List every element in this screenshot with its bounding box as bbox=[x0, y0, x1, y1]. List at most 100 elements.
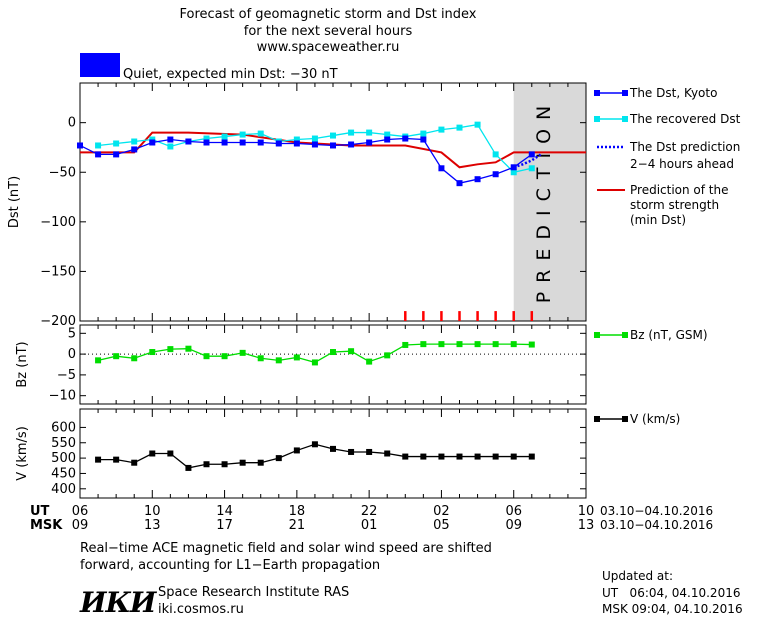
dst-axis-ytick-label: −100 bbox=[40, 215, 76, 230]
v-series-point bbox=[420, 453, 427, 460]
dst-kyoto-series-point bbox=[185, 138, 192, 145]
recovered-series-point bbox=[420, 130, 427, 137]
dst-kyoto-series-point bbox=[438, 165, 445, 172]
msk-tick-label: 09 bbox=[72, 518, 89, 533]
dst-axis-ytick-label: −50 bbox=[49, 165, 76, 180]
msk-tick-label: 01 bbox=[361, 518, 378, 533]
recovered-series-point bbox=[203, 135, 210, 142]
v-series-point bbox=[510, 453, 517, 460]
v-series-point bbox=[474, 453, 481, 460]
bz-series-point bbox=[149, 349, 156, 356]
legend-strength: Prediction of the storm strength (min Ds… bbox=[597, 183, 729, 227]
dst-kyoto-series-point bbox=[402, 135, 409, 142]
legend-dst-kyoto: The Dst, Kyoto bbox=[594, 86, 717, 100]
ut-tick-label: 02 bbox=[433, 504, 450, 519]
bz-series-point bbox=[510, 341, 517, 348]
site-url: www.spaceweather.ru bbox=[257, 40, 400, 55]
recovered-series-point bbox=[330, 132, 336, 139]
v-series-point bbox=[203, 461, 210, 468]
recovered-series-point bbox=[221, 133, 228, 140]
recovered-series-point bbox=[438, 126, 445, 133]
dst-kyoto-series-line bbox=[79, 137, 533, 184]
legend-prediction-label2: 2−4 hours ahead bbox=[630, 157, 734, 171]
recovered-series-point bbox=[167, 143, 174, 150]
legend-strength-label1: Prediction of the bbox=[630, 183, 729, 197]
v-series-point bbox=[366, 448, 373, 455]
ut-axis-label: UT bbox=[30, 504, 50, 519]
recovered-series-point bbox=[384, 131, 391, 138]
dst-kyoto-series-point bbox=[95, 151, 102, 158]
updated-ut: UT 06:04, 04.10.2016 bbox=[602, 586, 740, 600]
bz-axis-ytick-label: −5 bbox=[57, 368, 76, 383]
bz-series-point bbox=[492, 341, 499, 348]
recovered-series-point bbox=[510, 169, 517, 176]
dst-kyoto-series-point bbox=[77, 142, 83, 149]
institute-url: iki.cosmos.ru bbox=[158, 602, 244, 617]
dst-kyoto-series-point bbox=[528, 151, 535, 158]
bz-series-point bbox=[221, 353, 228, 360]
ut-tick-label: 10 bbox=[144, 504, 161, 519]
bz-axis-ytick-label: −10 bbox=[49, 389, 76, 404]
dst-kyoto-series-point bbox=[474, 176, 481, 183]
bz-series-point bbox=[474, 341, 481, 348]
recovered-series-point bbox=[95, 142, 102, 149]
legend-prediction: The Dst prediction 2−4 hours ahead bbox=[597, 140, 740, 171]
dst-kyoto-series-point bbox=[275, 140, 282, 147]
bz-series-point bbox=[293, 354, 300, 361]
msk-tick-label: 09 bbox=[505, 518, 522, 533]
v-axis-ytick-label: 400 bbox=[51, 482, 76, 497]
dst-kyoto-series-point bbox=[113, 151, 120, 158]
recovered-series-point bbox=[348, 129, 355, 136]
bz-series-point bbox=[275, 357, 282, 364]
v-series-point bbox=[167, 450, 174, 457]
msk-date-range: 03.10−04.10.2016 bbox=[600, 518, 713, 532]
bz-axis-ytick-label: 5 bbox=[68, 326, 76, 341]
prediction-region bbox=[513, 83, 586, 321]
recovered-series-point bbox=[492, 151, 499, 158]
dst-kyoto-series-point bbox=[293, 140, 300, 147]
strength-series-line bbox=[80, 131, 586, 169]
legend-strength-label2: storm strength bbox=[630, 198, 719, 212]
v-series-point bbox=[348, 448, 355, 455]
ut-tick-label: 06 bbox=[505, 504, 522, 519]
v-series-point bbox=[149, 450, 156, 457]
v-series-point bbox=[239, 459, 246, 466]
v-axis-ytick-label: 600 bbox=[51, 420, 76, 435]
v-series-point bbox=[384, 450, 391, 457]
v-series-point bbox=[402, 453, 409, 460]
dst-axis-ytick-label: −150 bbox=[40, 264, 76, 279]
dst-axis-ylabel: Dst (nT) bbox=[7, 176, 22, 228]
time-ticks: 06 10 14 18 22 02 06 10 09 13 17 21 01 05 09 13 bbox=[72, 504, 595, 533]
msk-axis-label: MSK bbox=[30, 518, 63, 533]
v-series-point bbox=[113, 456, 120, 463]
dst-kyoto-series-point bbox=[330, 142, 336, 149]
bz-series-point bbox=[420, 341, 427, 348]
bz-axis-frame bbox=[79, 324, 587, 405]
dst-kyoto-series-point bbox=[366, 139, 373, 146]
chart-title-line2: for the next several hours bbox=[244, 24, 413, 39]
note-line2: forward, accounting for L1−Earth propaga… bbox=[80, 558, 380, 573]
legend-bz: Bz (nT, GSM) bbox=[594, 328, 708, 342]
bz-series-point bbox=[402, 341, 409, 348]
v-series-point bbox=[185, 464, 192, 471]
dst-kyoto-series-point bbox=[456, 180, 463, 187]
v-series-point bbox=[257, 459, 264, 466]
bz-series-point bbox=[330, 349, 336, 356]
legend: The Dst, Kyoto The recovered Dst The Dst… bbox=[594, 86, 741, 426]
chart-title-line1: Forecast of geomagnetic storm and Dst in… bbox=[179, 7, 476, 22]
ut-tick-label: 22 bbox=[361, 504, 378, 519]
legend-v-label: V (km/s) bbox=[630, 412, 680, 426]
legend-bz-label: Bz (nT, GSM) bbox=[630, 328, 708, 342]
recovered-series-point bbox=[366, 129, 373, 136]
dst-kyoto-series-point bbox=[239, 139, 246, 146]
institute-name: Space Research Institute RAS bbox=[158, 585, 349, 600]
v-series-point bbox=[311, 441, 318, 448]
recovered-series-point bbox=[311, 135, 318, 142]
v-series-point bbox=[95, 456, 102, 463]
recovered-series-point bbox=[528, 165, 535, 172]
dst-kyoto-series-point bbox=[348, 141, 355, 148]
legend-dst-kyoto-label: The Dst, Kyoto bbox=[629, 86, 717, 100]
v-axis-ylabel: V (km/s) bbox=[15, 426, 30, 481]
updated-label: Updated at: bbox=[602, 569, 673, 583]
